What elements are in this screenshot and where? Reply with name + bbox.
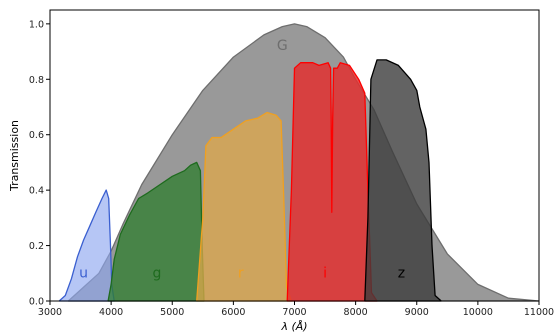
x-tick-label: 10000 bbox=[463, 307, 493, 318]
band-u-area bbox=[58, 189, 115, 302]
y-tick-label: 0.4 bbox=[29, 186, 44, 197]
y-tick-label: 0.2 bbox=[29, 241, 44, 252]
x-tick-label: 8000 bbox=[344, 307, 368, 318]
y-tick-label: 1.0 bbox=[29, 19, 44, 30]
band-layer bbox=[58, 23, 540, 302]
band-z-area bbox=[364, 59, 442, 302]
band-label-layer: Gu g r i z bbox=[79, 38, 405, 281]
band-u-label: u bbox=[79, 265, 88, 281]
y-tick-label: 0.6 bbox=[29, 130, 44, 141]
band-r-area bbox=[196, 111, 293, 302]
y-tick-label: 0.8 bbox=[29, 75, 44, 86]
band-g-area bbox=[107, 161, 205, 302]
x-tick-label: 9000 bbox=[405, 307, 429, 318]
band-r-label: r bbox=[238, 265, 244, 281]
x-tick-label: 11000 bbox=[524, 307, 554, 318]
x-tick-label: 4000 bbox=[99, 307, 123, 318]
x-tick-label: 5000 bbox=[160, 307, 184, 318]
band-G-label: G bbox=[277, 38, 288, 54]
x-tick-label: 6000 bbox=[221, 307, 245, 318]
x-tick-label: 7000 bbox=[282, 307, 306, 318]
y-axis-label: Transmission bbox=[8, 120, 21, 192]
y-tick-label: 0.0 bbox=[29, 297, 44, 308]
band-i-label: i bbox=[323, 265, 327, 281]
band-i-area bbox=[286, 62, 378, 302]
x-axis-label: λ (Å) bbox=[280, 320, 307, 332]
band-z-label: z bbox=[398, 265, 405, 281]
axes: 3000 4000 5000 6000 7000 8000 9000 10000 11000 0.… bbox=[29, 9, 554, 318]
band-g-label: g bbox=[153, 265, 162, 281]
x-tick-label: 3000 bbox=[38, 307, 62, 318]
